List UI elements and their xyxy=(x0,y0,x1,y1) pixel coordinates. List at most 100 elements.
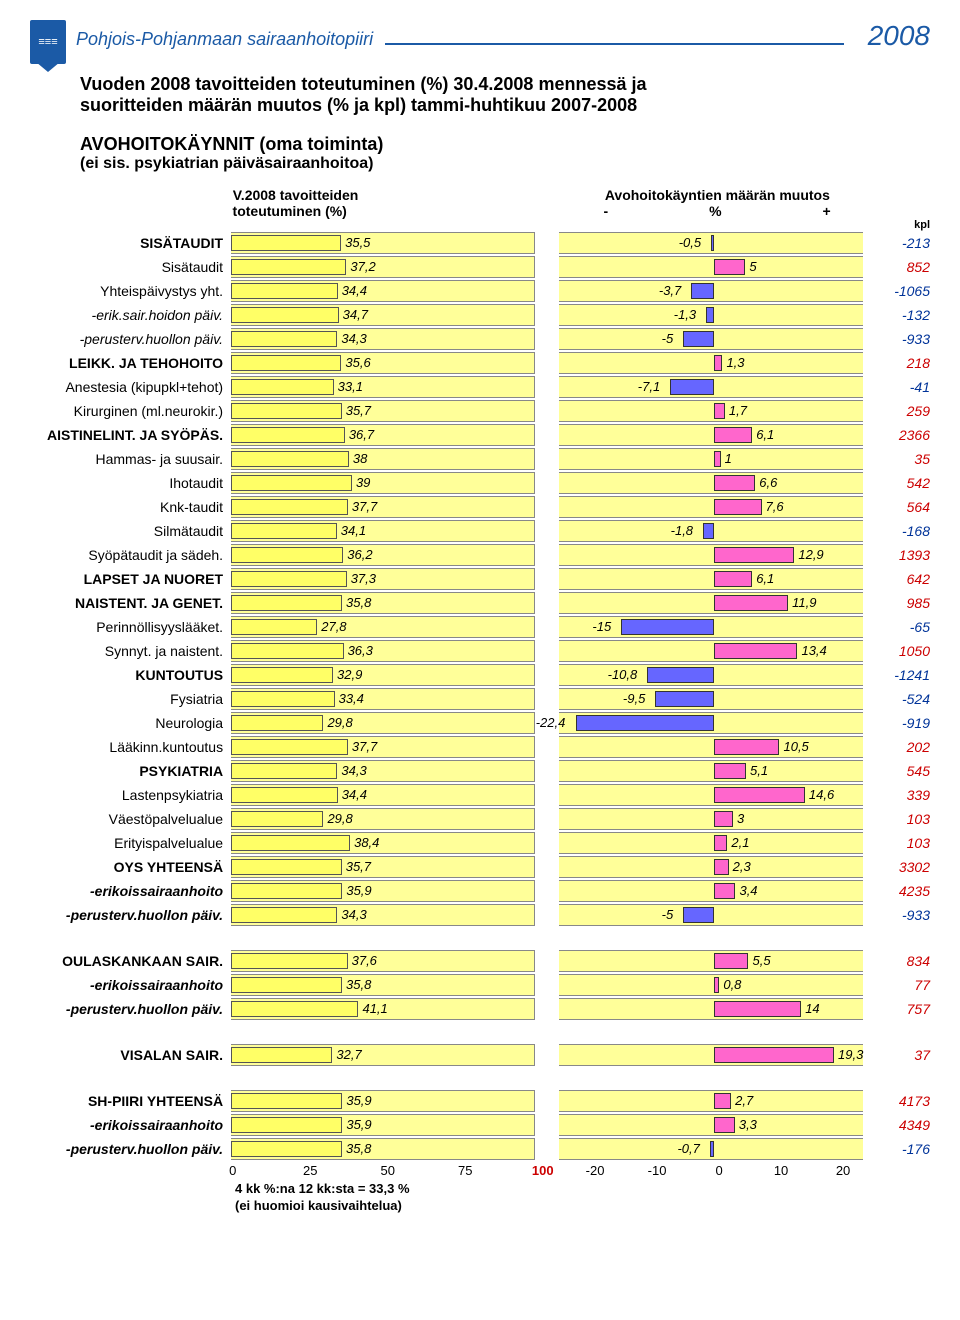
row-label: Syöpätaudit ja sädeh. xyxy=(30,547,231,563)
right-axis-tick: 20 xyxy=(836,1163,850,1178)
left-bar-cell: 34,3 xyxy=(231,328,535,350)
row-label: Kirurginen (ml.neurokir.) xyxy=(30,403,231,419)
row-label: LAPSET JA NUORET xyxy=(30,571,231,587)
kpl-value: 4173 xyxy=(863,1093,930,1109)
kpl-value: 757 xyxy=(863,1001,930,1017)
left-axis-tick: 50 xyxy=(381,1163,395,1178)
right-bar xyxy=(714,643,797,659)
right-axis-tick: 10 xyxy=(774,1163,788,1178)
footer-line-1: 4 kk %:na 12 kk:sta = 33,3 % xyxy=(235,1181,930,1198)
left-bar-cell: 41,1 xyxy=(231,998,535,1020)
org-name: Pohjois-Pohjanmaan sairaanhoitopiiri xyxy=(76,27,373,50)
section-title: AVOHOITOKÄYNNIT (oma toiminta) xyxy=(80,134,930,155)
kpl-value: 564 xyxy=(863,499,930,515)
left-bar-cell: 34,7 xyxy=(231,304,535,326)
right-bar-cell: 10,5 xyxy=(559,736,863,758)
left-bar-value: 34,3 xyxy=(341,331,366,346)
right-bar xyxy=(714,811,733,827)
left-bar xyxy=(231,715,323,731)
left-bar-cell: 35,8 xyxy=(231,1138,535,1160)
right-bar-cell: 12,9 xyxy=(559,544,863,566)
row-label: -erikoissairaanhoito xyxy=(30,1117,231,1133)
right-bar-value: 11,9 xyxy=(792,595,816,610)
right-bar-cell: 6,6 xyxy=(559,472,863,494)
left-bar-value: 35,8 xyxy=(346,977,371,992)
right-bar xyxy=(714,1047,834,1063)
data-row: LEIKK. JA TEHOHOITO35,61,3218 xyxy=(30,351,930,375)
data-row: Sisätaudit37,25852 xyxy=(30,255,930,279)
data-row: Neurologia29,8-22,4-919 xyxy=(30,711,930,735)
right-bar-value: 12,9 xyxy=(798,547,823,562)
header-rule xyxy=(385,43,844,45)
right-bar-value: 5,5 xyxy=(752,953,770,968)
right-bar xyxy=(714,977,719,993)
right-bar xyxy=(714,1001,801,1017)
left-bar xyxy=(231,1047,332,1063)
left-bar xyxy=(231,859,342,875)
right-bar-value: 13,4 xyxy=(801,643,826,658)
kpl-value: 103 xyxy=(863,835,930,851)
left-bar xyxy=(231,595,342,611)
left-bar-cell: 27,8 xyxy=(231,616,535,638)
right-bar xyxy=(655,691,714,707)
data-row: NAISTENT. JA GENET.35,811,9985 xyxy=(30,591,930,615)
right-bar-value: 5 xyxy=(749,259,756,274)
section-sub: (ei sis. psykiatrian päiväsairaanhoitoa) xyxy=(80,155,930,173)
left-bar-value: 34,4 xyxy=(342,283,367,298)
left-bar-value: 29,8 xyxy=(327,811,352,826)
section-gap xyxy=(30,1067,930,1089)
right-bar-value: 2,7 xyxy=(735,1093,753,1108)
left-bar-cell: 36,7 xyxy=(231,424,535,446)
section-gap xyxy=(30,1021,930,1043)
kpl-value: 542 xyxy=(863,475,930,491)
right-bar xyxy=(683,907,714,923)
left-bar-cell: 37,2 xyxy=(231,256,535,278)
data-row: -erikoissairaanhoito35,93,34349 xyxy=(30,1113,930,1137)
kpl-value: -132 xyxy=(863,307,930,323)
left-bar-value: 33,1 xyxy=(338,379,363,394)
right-bar-value: 0,8 xyxy=(723,977,741,992)
right-bar-value: 1 xyxy=(725,451,732,466)
left-bar xyxy=(231,1141,342,1157)
row-label: KUNTOUTUS xyxy=(30,667,231,683)
data-row: PSYKIATRIA34,35,1545 xyxy=(30,759,930,783)
right-bar-cell: 2,1 xyxy=(559,832,863,854)
left-bar-value: 39 xyxy=(356,475,370,490)
right-bar xyxy=(714,475,755,491)
left-bar-cell: 37,7 xyxy=(231,496,535,518)
left-bar xyxy=(231,1001,358,1017)
kpl-value: -524 xyxy=(863,691,930,707)
right-axis-tick: -20 xyxy=(586,1163,605,1178)
left-bar-cell: 39 xyxy=(231,472,535,494)
data-row: OULASKANKAAN SAIR.37,65,5834 xyxy=(30,949,930,973)
row-label: OYS YHTEENSÄ xyxy=(30,859,231,875)
left-bar-value: 37,7 xyxy=(352,499,377,514)
left-bar xyxy=(231,331,337,347)
left-bar xyxy=(231,835,350,851)
row-label: Erityispalvelualue xyxy=(30,835,231,851)
left-bar-value: 37,2 xyxy=(350,259,375,274)
left-bar-value: 34,7 xyxy=(343,307,368,322)
data-row: Silmätaudit34,1-1,8-168 xyxy=(30,519,930,543)
kpl-value: 339 xyxy=(863,787,930,803)
data-row: LAPSET JA NUORET37,36,1642 xyxy=(30,567,930,591)
data-row: -perusterv.huollon päiv.34,3-5-933 xyxy=(30,903,930,927)
right-bar-value: 14 xyxy=(805,1001,819,1016)
right-bar xyxy=(670,379,714,395)
data-row: SISÄTAUDIT35,5-0,5-213 xyxy=(30,231,930,255)
data-row: Väestöpalvelualue29,83103 xyxy=(30,807,930,831)
left-bar-cell: 33,4 xyxy=(231,688,535,710)
kpl-value: -933 xyxy=(863,907,930,923)
left-bar xyxy=(231,787,338,803)
right-bar xyxy=(714,547,794,563)
right-bar-value: 3 xyxy=(737,811,744,826)
right-bar-value: -9,5 xyxy=(623,691,645,706)
right-bar-cell: 3 xyxy=(559,808,863,830)
right-bar xyxy=(714,953,748,969)
data-row: Syöpätaudit ja sädeh.36,212,91393 xyxy=(30,543,930,567)
row-label: -perusterv.huollon päiv. xyxy=(30,331,231,347)
data-row: VISALAN SAIR.32,719,337 xyxy=(30,1043,930,1067)
left-bar-value: 37,7 xyxy=(352,739,377,754)
left-bar-value: 35,8 xyxy=(346,595,371,610)
left-bar xyxy=(231,883,342,899)
